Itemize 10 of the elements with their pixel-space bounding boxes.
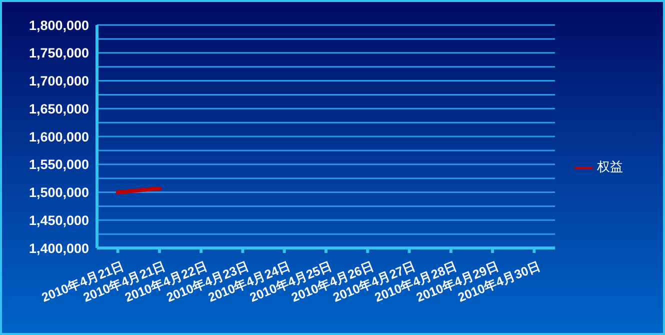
y-tick-label: 1,400,000 bbox=[28, 240, 89, 256]
legend-label: 权益 bbox=[597, 159, 623, 174]
y-tick-label: 1,450,000 bbox=[28, 212, 89, 228]
y-tick-label: 1,550,000 bbox=[28, 157, 89, 172]
y-tick-label: 1,500,000 bbox=[28, 185, 89, 200]
y-tick-label: 1,800,000 bbox=[28, 18, 89, 33]
y-tick-label: 1,600,000 bbox=[28, 129, 89, 144]
y-tick-label: 1,750,000 bbox=[28, 46, 89, 61]
y-tick-label: 1,650,000 bbox=[28, 101, 89, 116]
y-tick-label: 1,700,000 bbox=[28, 74, 89, 89]
